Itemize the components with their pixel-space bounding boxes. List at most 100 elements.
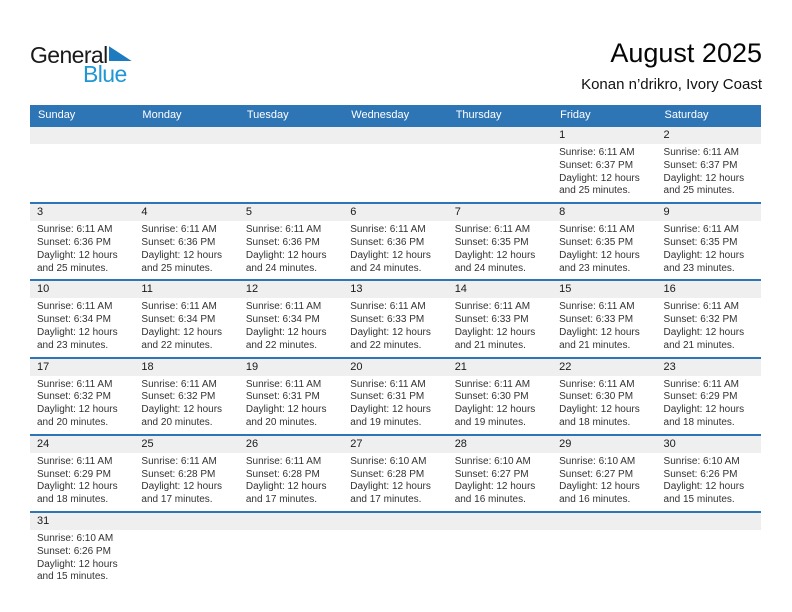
day-cell: 3 Sunrise: 6:11 AM Sunset: 6:36 PM Daylight… xyxy=(30,204,135,279)
day-number: 12 xyxy=(238,281,344,299)
daylight-line: Daylight: 12 hours and 18 minutes. xyxy=(559,404,640,428)
day-details: Sunrise: 6:10 AM Sunset: 6:28 PM Daylight:… xyxy=(343,453,447,511)
day-number: 19 xyxy=(238,358,344,376)
day-cell: 1 Sunrise: 6:11 AM Sunset: 6:37 PM Daylight… xyxy=(552,127,657,202)
day-number: 28 xyxy=(447,435,553,453)
day-details: Sunrise: 6:11 AM Sunset: 6:37 PM Daylight:… xyxy=(657,144,761,202)
day-cell: 13 Sunrise: 6:11 AM Sunset: 6:33 PM Dayligh… xyxy=(343,281,448,356)
day-cell: 2 Sunrise: 6:11 AM Sunset: 6:37 PM Daylight… xyxy=(656,127,761,202)
sunset-line: Sunset: 6:34 PM xyxy=(245,314,320,326)
sunset-line: Sunset: 6:26 PM xyxy=(37,545,111,557)
day-number xyxy=(343,127,448,144)
day-details: Sunrise: 6:11 AM Sunset: 6:34 PM Daylight:… xyxy=(30,298,134,356)
empty-day-cell xyxy=(447,127,553,202)
day-number xyxy=(656,512,761,530)
week-row: 1 Sunrise: 6:11 AM Sunset: 6:37 PM Daylight… xyxy=(30,125,761,202)
month-calendar: Sunday Monday Tuesday Wednesday Thursday… xyxy=(30,105,761,588)
logo-text-blue: Blue xyxy=(83,61,127,87)
daylight-line: Daylight: 12 hours and 25 minutes. xyxy=(663,172,745,197)
daylight-line: Daylight: 12 hours and 15 minutes. xyxy=(37,558,118,583)
sunset-line: Sunset: 6:27 PM xyxy=(559,468,634,480)
day-cell: 25 Sunrise: 6:11 AM Sunset: 6:28 PM Dayligh… xyxy=(134,435,239,511)
day-cell: 18 Sunrise: 6:11 AM Sunset: 6:32 PM Dayligh… xyxy=(134,358,239,434)
daylight-line: Daylight: 12 hours and 17 minutes. xyxy=(350,481,431,506)
sunrise-line: Sunrise: 6:11 AM xyxy=(559,301,635,313)
sunrise-line: Sunrise: 6:11 AM xyxy=(454,378,531,390)
day-details: Sunrise: 6:11 AM Sunset: 6:30 PM Daylight:… xyxy=(448,376,552,434)
sunset-line: Sunset: 6:36 PM xyxy=(245,236,320,248)
day-cell: 15 Sunrise: 6:11 AM Sunset: 6:33 PM Dayligh… xyxy=(552,281,657,356)
sunrise-line: Sunrise: 6:11 AM xyxy=(37,301,113,313)
daylight-line: Daylight: 12 hours and 16 minutes. xyxy=(559,481,640,506)
page-header: General Blue August 2025 Konan n’drikro,… xyxy=(30,38,762,102)
sunrise-line: Sunrise: 6:11 AM xyxy=(245,301,322,313)
sunrise-line: Sunrise: 6:11 AM xyxy=(141,301,217,313)
day-number: 29 xyxy=(552,435,657,453)
day-details: Sunrise: 6:11 AM Sunset: 6:37 PM Daylight:… xyxy=(552,144,656,202)
day-details: Sunrise: 6:11 AM Sunset: 6:35 PM Daylight:… xyxy=(657,221,761,279)
sunrise-line: Sunrise: 6:10 AM xyxy=(37,532,114,544)
sunset-line: Sunset: 6:35 PM xyxy=(663,236,738,248)
daylight-line: Daylight: 12 hours and 24 minutes. xyxy=(245,249,327,274)
sunrise-line: Sunrise: 6:10 AM xyxy=(454,455,531,467)
sunrise-line: Sunrise: 6:11 AM xyxy=(559,224,635,236)
sunset-line: Sunset: 6:34 PM xyxy=(141,314,216,326)
title-block: August 2025 Konan n’drikro, Ivory Coast xyxy=(581,38,762,93)
sunset-line: Sunset: 6:36 PM xyxy=(350,236,425,248)
day-number: 17 xyxy=(30,358,135,376)
location-subtitle: Konan n’drikro, Ivory Coast xyxy=(581,76,762,93)
day-number: 6 xyxy=(343,204,448,222)
daylight-line: Daylight: 12 hours and 25 minutes. xyxy=(559,172,640,197)
day-cell: 11 Sunrise: 6:11 AM Sunset: 6:34 PM Dayligh… xyxy=(134,281,239,356)
day-number: 13 xyxy=(343,281,448,299)
sunrise-line: Sunrise: 6:11 AM xyxy=(141,224,217,236)
daylight-line: Daylight: 12 hours and 22 minutes. xyxy=(141,326,223,351)
sunrise-line: Sunrise: 6:11 AM xyxy=(37,378,113,390)
daylight-line: Daylight: 12 hours and 24 minutes. xyxy=(454,249,536,274)
day-details: Sunrise: 6:11 AM Sunset: 6:36 PM Daylight:… xyxy=(343,221,447,279)
sunset-line: Sunset: 6:32 PM xyxy=(663,314,738,326)
logo-text-general: General xyxy=(30,42,108,68)
daylight-line: Daylight: 12 hours and 18 minutes. xyxy=(663,404,745,428)
sunset-line: Sunset: 6:37 PM xyxy=(559,159,634,171)
sunrise-line: Sunrise: 6:10 AM xyxy=(663,455,740,467)
sunset-line: Sunset: 6:29 PM xyxy=(663,391,738,403)
week-row: 17 Sunrise: 6:11 AM Sunset: 6:32 PM Dayligh… xyxy=(30,356,761,434)
day-details: Sunrise: 6:11 AM Sunset: 6:33 PM Daylight:… xyxy=(552,298,656,356)
sunrise-line: Sunrise: 6:10 AM xyxy=(559,455,636,467)
day-number: 15 xyxy=(552,281,657,299)
sunset-line: Sunset: 6:32 PM xyxy=(141,391,216,403)
day-cell: 24 Sunrise: 6:11 AM Sunset: 6:29 PM Dayligh… xyxy=(30,435,135,511)
sunrise-line: Sunrise: 6:11 AM xyxy=(559,147,635,158)
day-cell: 29 Sunrise: 6:10 AM Sunset: 6:27 PM Dayligh… xyxy=(552,435,657,511)
empty-day-cell xyxy=(238,127,344,202)
daylight-line: Daylight: 12 hours and 18 minutes. xyxy=(37,481,118,506)
sunset-line: Sunset: 6:37 PM xyxy=(663,159,738,171)
day-cell: 10 Sunrise: 6:11 AM Sunset: 6:34 PM Dayligh… xyxy=(30,281,135,356)
sunset-line: Sunset: 6:28 PM xyxy=(245,468,320,480)
sunrise-line: Sunrise: 6:11 AM xyxy=(245,378,322,390)
general-blue-logo: General Blue xyxy=(30,42,150,88)
sunset-line: Sunset: 6:28 PM xyxy=(350,468,425,480)
page-title: August 2025 xyxy=(610,38,762,68)
day-details: Sunrise: 6:11 AM Sunset: 6:34 PM Daylight:… xyxy=(239,298,343,356)
day-details: Sunrise: 6:10 AM Sunset: 6:26 PM Daylight:… xyxy=(657,453,761,511)
daylight-line: Daylight: 12 hours and 21 minutes. xyxy=(559,326,640,351)
day-details: Sunrise: 6:11 AM Sunset: 6:28 PM Daylight:… xyxy=(134,453,238,511)
empty-day-cell xyxy=(134,512,239,588)
daylight-line: Daylight: 12 hours and 20 minutes. xyxy=(141,404,223,428)
sunrise-line: Sunrise: 6:11 AM xyxy=(454,224,531,236)
sunrise-line: Sunrise: 6:11 AM xyxy=(141,378,217,390)
day-number: 7 xyxy=(447,204,553,222)
day-details: Sunrise: 6:11 AM Sunset: 6:31 PM Daylight:… xyxy=(343,376,447,434)
day-cell: 6 Sunrise: 6:11 AM Sunset: 6:36 PM Daylight… xyxy=(343,204,448,279)
day-details: Sunrise: 6:11 AM Sunset: 6:33 PM Daylight:… xyxy=(448,298,552,356)
day-number: 2 xyxy=(656,127,761,144)
week-row: 31 Sunrise: 6:10 AM Sunset: 6:26 PM Dayligh… xyxy=(30,510,761,588)
day-details: Sunrise: 6:11 AM Sunset: 6:36 PM Daylight:… xyxy=(239,221,343,279)
week-row: 10 Sunrise: 6:11 AM Sunset: 6:34 PM Dayligh… xyxy=(30,279,761,356)
day-cell: 4 Sunrise: 6:11 AM Sunset: 6:36 PM Daylight… xyxy=(134,204,239,279)
empty-day-cell xyxy=(30,127,135,202)
day-cell: 20 Sunrise: 6:11 AM Sunset: 6:31 PM Dayligh… xyxy=(343,358,448,434)
weekday-header-wednesday: Wednesday xyxy=(351,109,410,121)
